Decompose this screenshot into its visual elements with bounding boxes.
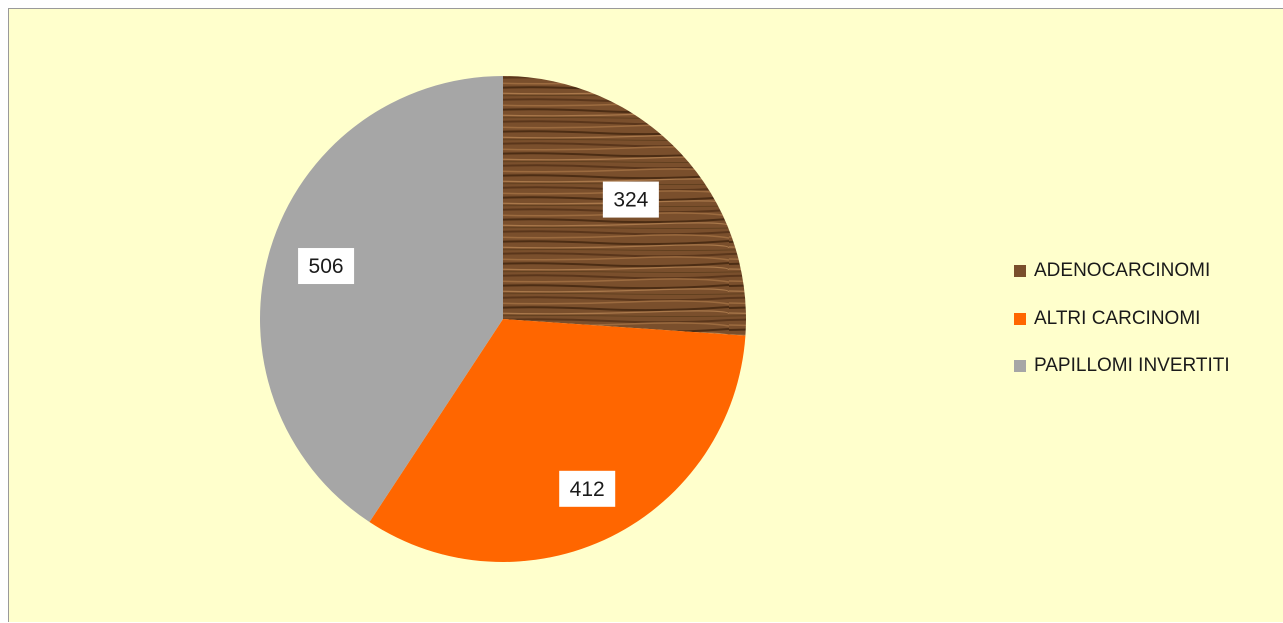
data-label-text: 412: [570, 478, 605, 501]
pie-slice-papillomi-invertiti: [260, 75, 503, 523]
legend-label-adenocarcinomi: ADENOCARCINOMI: [1034, 260, 1211, 281]
pie-chart: 324 412 506: [260, 75, 746, 563]
legend-item-altri-carcinomi: ALTRI CARCINOMI: [1014, 308, 1200, 330]
data-label-adenocarcinomi: 324: [602, 181, 659, 218]
data-label-papillomi-invertiti: 506: [298, 248, 355, 285]
data-label-text: 324: [613, 189, 648, 212]
data-label-altri-carcinomi: 412: [559, 470, 616, 507]
legend-swatch-papillomi-invertiti: [1014, 360, 1026, 372]
data-label-box: [602, 181, 659, 218]
pie-slice-altri-carcinomi: [369, 319, 746, 563]
legend-item-papillomi-invertiti: PAPILLOMI INVERTITI: [1014, 355, 1230, 377]
legend-swatch-altri-carcinomi: [1014, 313, 1026, 325]
legend-label-papillomi-invertiti: PAPILLOMI INVERTITI: [1034, 355, 1230, 376]
data-label-text: 506: [309, 255, 344, 278]
data-label-box: [559, 470, 616, 507]
legend-label-altri-carcinomi: ALTRI CARCINOMI: [1034, 308, 1201, 329]
chart-area: 324 412 506 ADENOCARCINOMI ALTRI CARCINOMI…: [8, 8, 1283, 622]
legend-swatch-adenocarcinomi: [1014, 265, 1026, 277]
data-label-box: [298, 248, 355, 285]
legend-item-adenocarcinomi: ADENOCARCINOMI: [1014, 260, 1210, 282]
